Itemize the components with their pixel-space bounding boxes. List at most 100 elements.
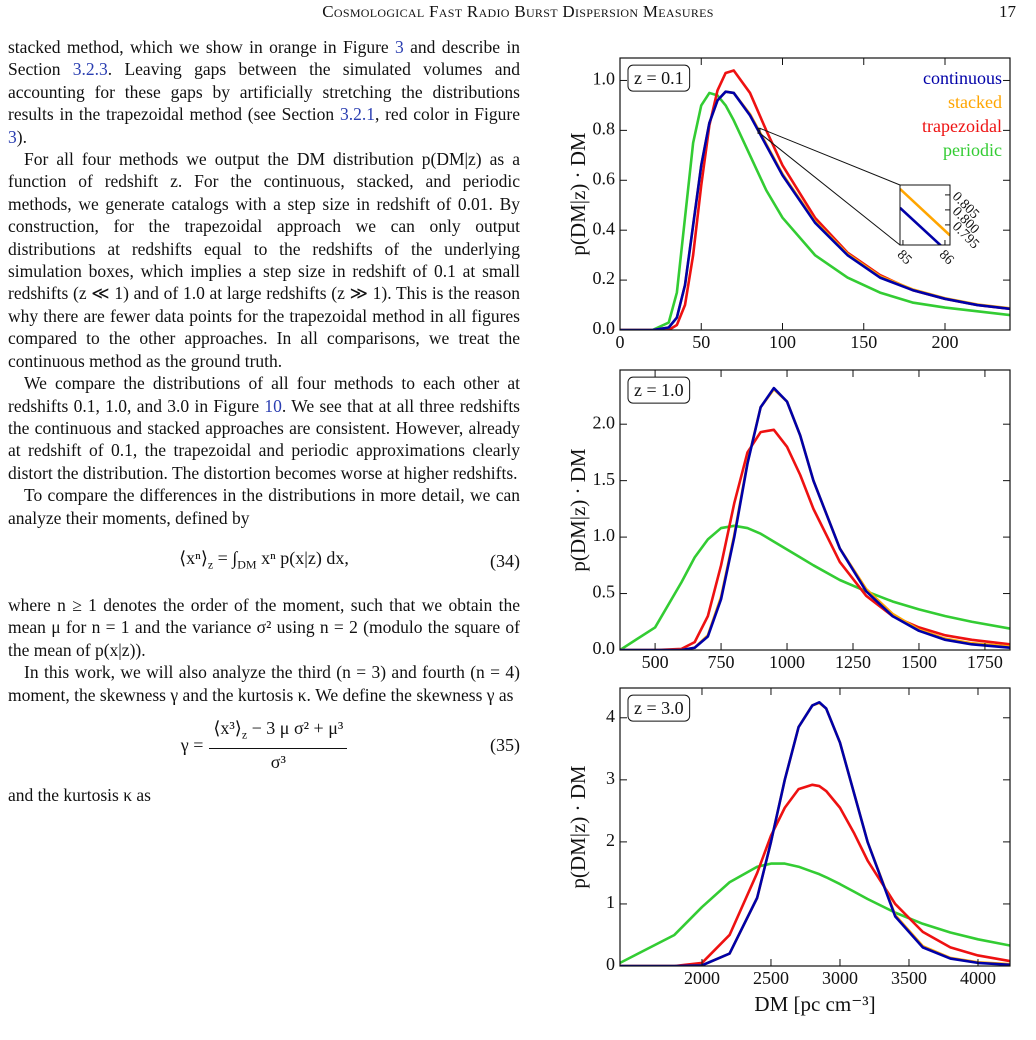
series-line [620,700,1010,966]
y-tick-label: 0.6 [593,168,616,188]
eq-part: = ∫ [213,547,238,568]
annotation: z = 0.1 [634,68,684,88]
zoom-connector [759,127,901,186]
x-tick-label: 200 [932,332,959,352]
y-tick-label: 0.0 [593,638,616,658]
text-run: ). [16,126,27,147]
header-title: Cosmological Fast Radio Burst Dispersion… [322,2,714,21]
y-tick-label: 3 [606,768,615,788]
text-run: To compare the differences in the distri… [8,485,520,528]
annotation: z = 3.0 [634,698,684,718]
x-tick-label: 50 [692,332,710,352]
series-line [620,783,1010,966]
series-line [620,862,1010,965]
text-run: In this work, we will also analyze the t… [8,662,520,705]
y-tick-label: 0.2 [593,268,616,288]
x-tick-label: 1750 [967,652,1003,672]
series-line [620,91,1010,330]
eq-denominator: σ³ [270,751,286,772]
text-run: and describe in Section [8,37,520,80]
cross-reference: 3.2.3 [72,59,108,80]
text-run: . We see that at all three redshifts the… [8,395,520,483]
y-tick-label: 0.8 [593,118,616,138]
x-tick-label: 100 [769,332,796,352]
y-tick-label: 2 [606,830,615,850]
x-axis-label: DM [pc cm⁻³] [754,992,875,1016]
axes-frame [619,57,1011,331]
x-tick-label: 2000 [684,968,720,988]
x-tick-label: 3000 [822,968,858,988]
legend-label: trapezoidal [922,116,1002,136]
paragraph: where n ≥ 1 denotes the order of the mom… [8,594,520,661]
eq-part: ⟨xⁿ⟩ [179,547,208,568]
inset-x-tick-label: 85 [894,247,915,268]
series-line [620,386,1010,650]
zoom-connector [759,132,901,246]
y-tick-label: 2.0 [593,412,616,432]
paragraph: To compare the differences in the distri… [8,484,520,529]
eq-number: (34) [490,551,520,572]
inset-frame [899,184,951,246]
paragraph: and the kurtosis κ as [8,784,520,806]
paragraph: In this work, we will also analyze the t… [8,661,520,706]
y-tick-label: 0.5 [593,582,616,602]
x-tick-label: 1000 [769,652,805,672]
y-tick-label: 1.0 [593,525,616,545]
x-tick-label: 150 [850,332,877,352]
eq-part: − 3 μ σ² + μ³ [247,717,344,738]
paragraph: We compare the distributions of all four… [8,372,520,484]
page-number: 17 [999,2,1016,21]
cross-reference: 3.2.1 [339,104,375,125]
zoom-box [757,127,761,134]
inset-line [900,187,950,237]
text-run: We compare the distributions of all four… [8,373,520,416]
equation: γ = ⟨x³⟩z − 3 μ σ² + μ³ σ³ (35) [8,706,520,784]
x-tick-label: 0 [616,332,625,352]
inset-x-tick-label: 86 [936,247,957,268]
y-tick-label: 0.4 [593,218,616,238]
cross-reference: 3 [395,37,404,57]
eq-sub: z [207,557,214,572]
eq-lhs: γ = [180,734,204,755]
annotation-box [627,694,691,722]
eq-sub: DM [237,557,257,572]
y-tick-label: 0.0 [593,318,616,338]
axes-frame [619,369,1011,651]
series-line [620,701,1010,966]
y-tick-label: 4 [606,706,615,726]
text-run: For all four methods we output the DM di… [8,149,520,371]
annotation: z = 1.0 [634,380,684,400]
x-tick-label: 1500 [901,652,937,672]
legend-label: stacked [948,92,1002,112]
paragraph: For all four methods we output the DM di… [8,148,520,372]
legend-label: continuous [923,68,1002,88]
fraction: ⟨x³⟩z − 3 μ σ² + μ³ σ³ [209,717,348,773]
cross-reference: 10 [264,395,282,416]
y-axis-label: p(DM|z) · DM [566,448,590,572]
x-tick-label: 3500 [891,968,927,988]
axes-frame [619,687,1011,967]
x-tick-label: 1250 [835,652,871,672]
cross-reference: 3 [8,126,17,147]
text-column: stacked method, which we show in orange … [8,36,520,806]
x-tick-label: 2500 [753,968,789,988]
text-run: . Leaving gaps between the simulated vol… [8,59,520,125]
y-tick-label: 0 [606,954,615,974]
running-header: Cosmological Fast Radio Burst Dispersion… [0,2,1036,26]
annotation-box [627,376,691,404]
series-line [620,387,1010,650]
y-tick-label: 1.0 [593,69,616,89]
annotation-box [627,64,691,92]
legend-label: periodic [943,140,1002,160]
text-run: where n ≥ 1 denotes the order of the mom… [8,594,520,660]
y-axis-label: p(DM|z) · DM [566,765,590,889]
series-line [620,524,1010,650]
eq-part: ⟨x³⟩ [213,717,242,738]
eq-number: (35) [490,734,520,755]
y-tick-label: 1 [606,892,615,912]
paragraph: stacked method, which we show in orange … [8,36,520,148]
eq-sub: z [241,727,248,742]
series-line [620,90,1010,330]
